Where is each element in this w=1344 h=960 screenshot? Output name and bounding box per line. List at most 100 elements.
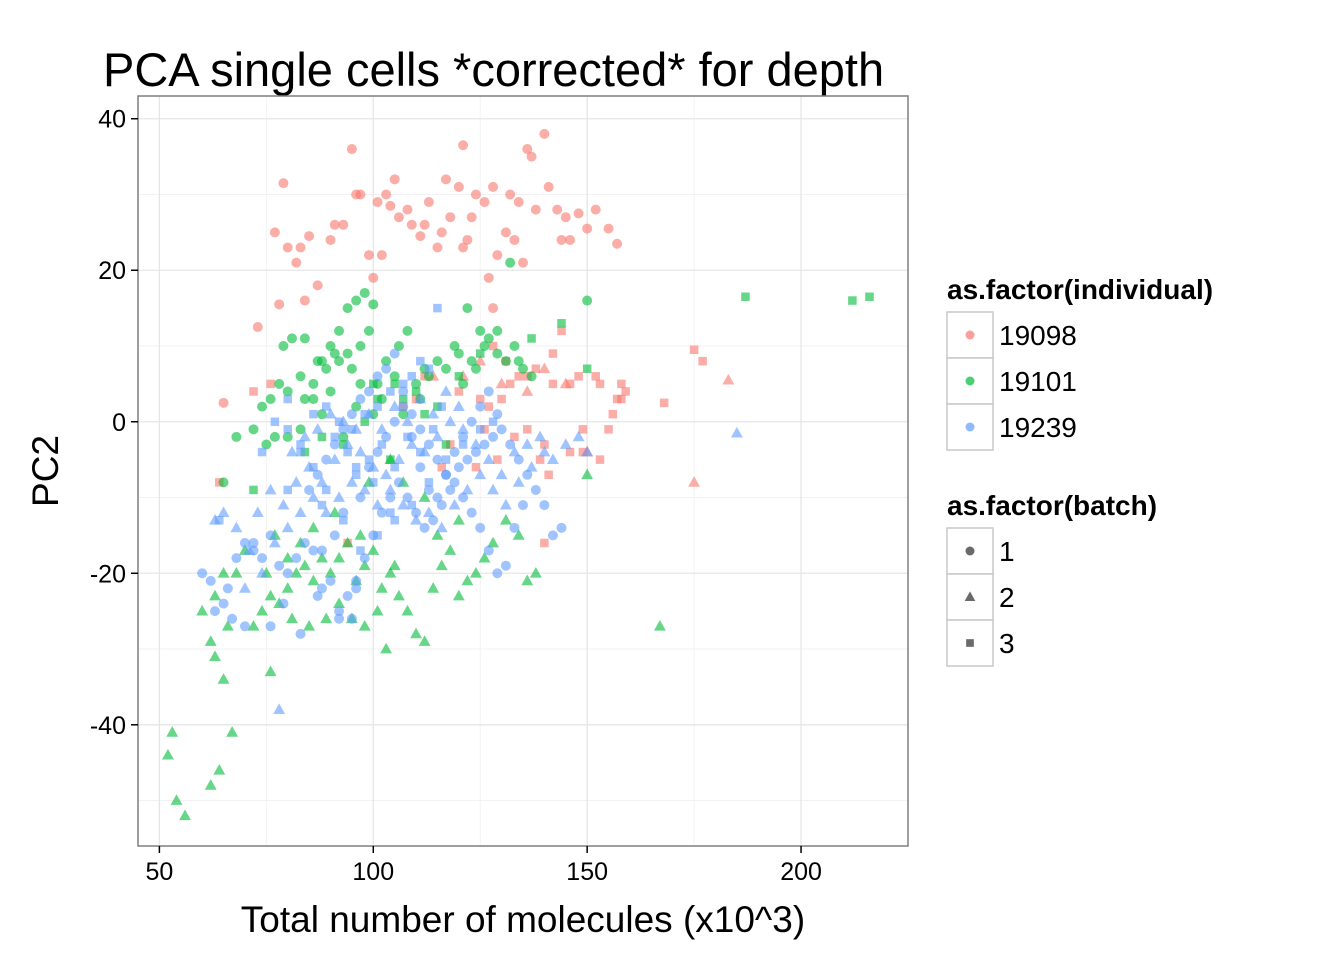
data-point [371, 498, 384, 510]
legend-label-19098: 19098 [999, 320, 1077, 351]
data-point [452, 400, 465, 411]
data-point [540, 440, 549, 449]
data-point [247, 620, 260, 631]
data-point [436, 500, 447, 511]
data-point [222, 583, 233, 594]
data-point [435, 559, 448, 571]
data-point [521, 574, 534, 586]
data-point [342, 591, 353, 601]
data-point [347, 425, 357, 434]
data-point [474, 468, 487, 480]
data-point [488, 417, 498, 427]
chart-title: PCA single cells *corrected* for depth [103, 43, 884, 96]
data-point [547, 453, 559, 465]
legend-key-19101 [965, 376, 975, 386]
data-point [239, 582, 251, 593]
data-point [282, 568, 293, 579]
data-point [278, 341, 289, 351]
data-point [402, 492, 413, 503]
data-point [312, 356, 323, 367]
data-point [475, 325, 486, 336]
data-point [565, 234, 576, 245]
data-point [505, 439, 516, 450]
data-point [449, 447, 460, 458]
data-point [282, 386, 293, 397]
data-point [312, 591, 323, 601]
data-point [213, 763, 226, 775]
data-point [535, 455, 545, 464]
data-point [441, 455, 451, 464]
data-point [373, 394, 382, 404]
data-point [390, 379, 399, 389]
data-point [582, 295, 593, 306]
data-point [329, 439, 340, 450]
x-tick-label: 100 [352, 858, 394, 886]
data-point [256, 604, 268, 616]
data-point [722, 373, 735, 385]
data-point [354, 529, 367, 540]
y-tick-label: 0 [112, 409, 126, 437]
data-point [475, 349, 485, 358]
color-legend: as.factor(individual) 19098 19101 19239 [946, 274, 1213, 451]
data-point [488, 303, 499, 314]
data-point [266, 379, 275, 389]
data-point [483, 545, 494, 556]
data-point [227, 613, 238, 624]
data-point [333, 551, 345, 563]
data-point [358, 559, 371, 571]
data-point [204, 779, 217, 790]
data-point [437, 462, 446, 472]
data-point [354, 445, 367, 457]
data-point [334, 606, 345, 617]
data-point [343, 447, 352, 457]
data-point [376, 507, 387, 518]
data-point [369, 478, 378, 487]
y-axis: -40 -20 0 20 40 [90, 106, 138, 740]
y-tick-label: -20 [90, 560, 126, 588]
data-point [261, 439, 272, 450]
data-point [257, 447, 267, 457]
data-point [351, 189, 362, 200]
data-point [218, 477, 229, 488]
data-point [397, 498, 410, 510]
data-point [402, 325, 413, 336]
data-point [359, 287, 370, 298]
data-point [257, 401, 268, 412]
data-point [295, 242, 306, 253]
legend-key-batch-2 [964, 591, 976, 601]
data-point [373, 402, 382, 411]
data-point [393, 212, 404, 223]
data-point [407, 500, 417, 510]
legend-key-19239 [965, 422, 975, 432]
data-point [329, 530, 340, 541]
data-point [338, 424, 349, 435]
data-point [351, 575, 362, 586]
data-point [230, 521, 243, 533]
data-point [290, 567, 303, 578]
data-point [527, 334, 536, 343]
y-tick-label: -40 [90, 712, 126, 740]
data-point [578, 425, 588, 434]
data-point [688, 476, 701, 487]
data-point [274, 560, 285, 571]
data-point [328, 506, 341, 518]
data-point [385, 200, 396, 211]
data-point [251, 506, 264, 518]
data-point [445, 212, 456, 223]
data-point [316, 551, 328, 563]
data-point [500, 227, 511, 238]
data-point [376, 250, 387, 261]
data-point [316, 476, 328, 487]
data-point [608, 409, 618, 419]
data-point [299, 295, 310, 306]
data-point [411, 387, 421, 396]
data-point [432, 242, 443, 253]
data-point [470, 447, 481, 458]
data-point [295, 424, 306, 435]
data-point [487, 483, 499, 495]
data-point [492, 409, 503, 420]
data-point [508, 445, 521, 457]
data-point [307, 521, 320, 533]
data-point [321, 363, 332, 374]
data-point [205, 575, 216, 586]
